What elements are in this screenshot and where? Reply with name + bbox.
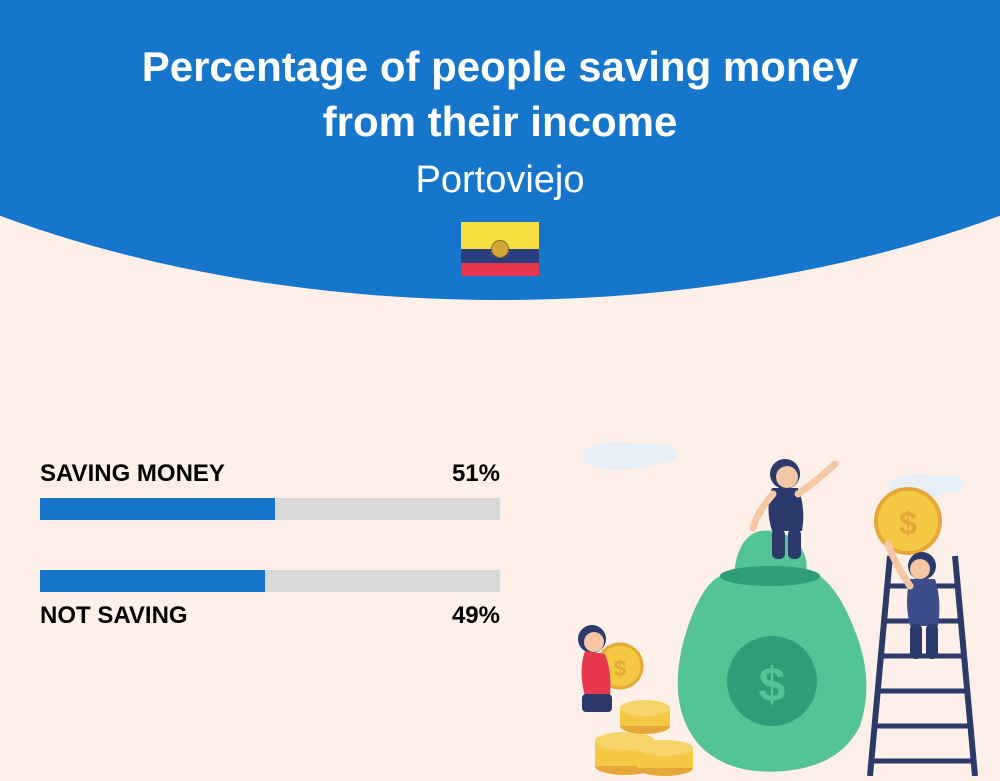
bar-label: SAVING MONEY: [40, 460, 225, 488]
bar-fill: [40, 570, 265, 592]
svg-text:$: $: [759, 659, 786, 712]
savings-illustration: $ $ $: [560, 436, 980, 776]
svg-text:$: $: [614, 656, 626, 681]
bar-track: [40, 570, 500, 592]
page-title: Percentage of people saving money from t…: [0, 40, 1000, 149]
bar-value: 49%: [452, 602, 500, 630]
bar-not-saving: NOT SAVING 49%: [40, 570, 500, 630]
bar-value: 51%: [452, 460, 500, 488]
header-content: Percentage of people saving money from t…: [0, 40, 1000, 276]
bar-labels: SAVING MONEY 51%: [40, 460, 500, 488]
svg-text:$: $: [899, 505, 917, 541]
bar-fill: [40, 498, 275, 520]
bar-saving-money: SAVING MONEY 51%: [40, 460, 500, 520]
flag-stripe: [461, 263, 539, 277]
bar-labels: NOT SAVING 49%: [40, 602, 500, 630]
page-subtitle: Portoviejo: [0, 159, 1000, 202]
flag-emblem: [491, 240, 509, 258]
ecuador-flag-icon: [461, 222, 539, 276]
bar-track: [40, 498, 500, 520]
bar-chart: SAVING MONEY 51% NOT SAVING 49%: [40, 460, 500, 680]
bar-label: NOT SAVING: [40, 602, 188, 630]
